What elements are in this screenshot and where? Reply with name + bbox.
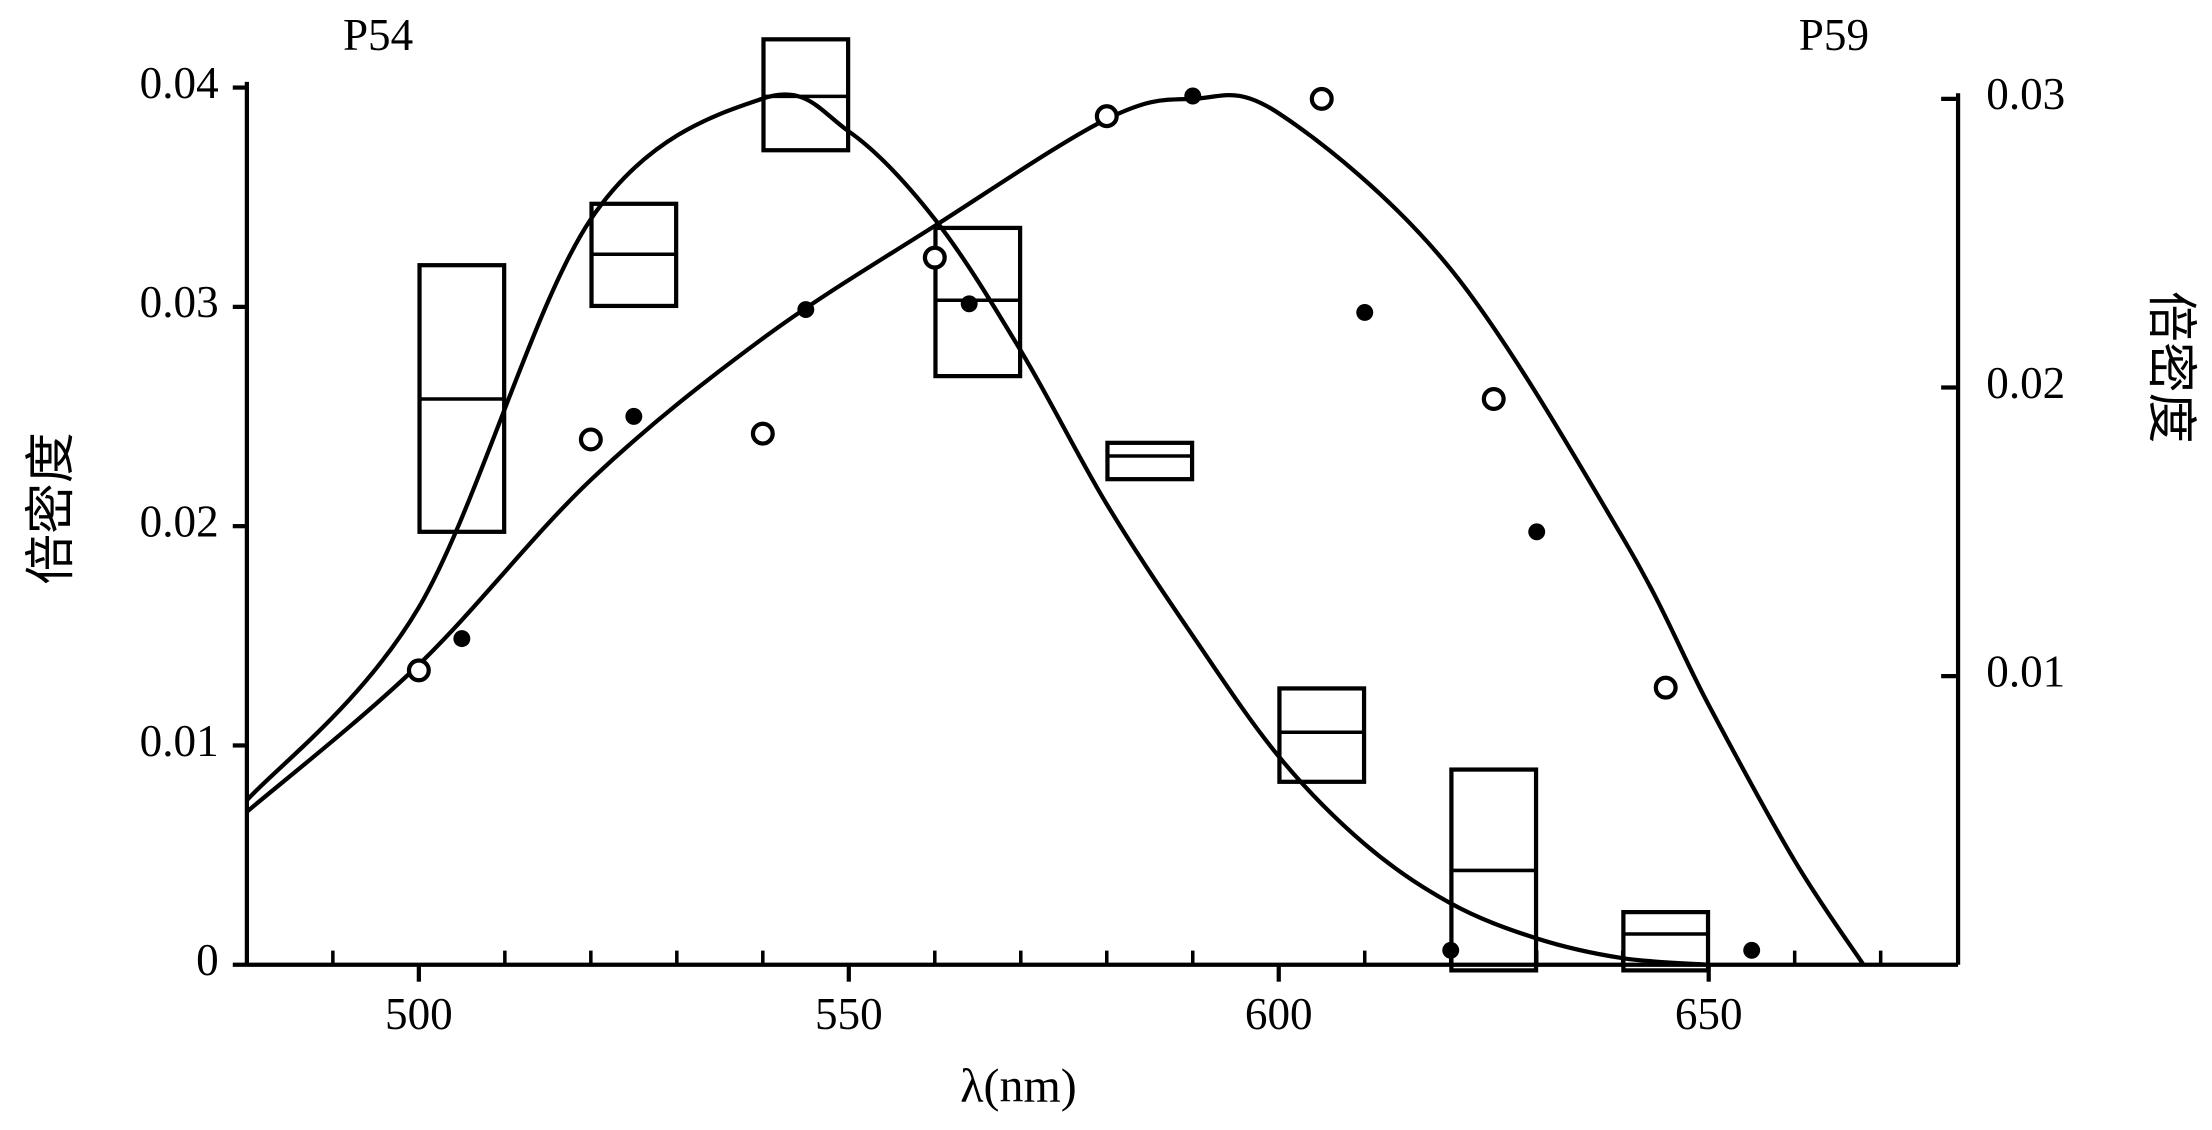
box [1105,440,1195,482]
x-tick-label: 500 [385,989,453,1039]
filled-point [960,295,978,313]
x-tick-label: 600 [1245,989,1313,1039]
open-point [406,658,431,683]
y-tick-label: 0.03 [140,277,219,327]
open-point [1094,104,1119,129]
box [1277,686,1367,784]
y-axis-label: 倍密度 [23,432,79,585]
x-axis-label: λ(nm) [960,1059,1076,1112]
open-point [1653,675,1678,700]
left-series-label: P54 [343,10,413,60]
x-tick-label: 550 [815,989,883,1039]
y-tick-label: 0 [196,935,219,985]
x-tick-label: 650 [1675,989,1743,1039]
open-point [922,245,947,270]
filled-point [1528,523,1546,541]
right-series-label: P59 [1799,10,1869,60]
open-point [1309,86,1334,111]
y-tick-label: 0.04 [140,58,219,108]
open-point [1481,387,1506,412]
y-tick-label: 0.01 [140,716,219,766]
filled-point [797,301,815,319]
box [1621,909,1711,973]
filled-point [625,407,643,425]
curve [245,92,1709,967]
y-tick-label: 0.02 [140,496,219,546]
filled-point [1442,941,1460,959]
y2-tick-label: 0.03 [1986,69,2065,119]
y2-tick-label: 0.01 [1986,646,2065,696]
filled-point [453,630,471,648]
y2-tick-label: 0.02 [1986,358,2065,408]
filled-point [1743,941,1761,959]
open-point [750,421,775,446]
y2-axis-label: 倍密度 [2143,291,2199,444]
filled-point [1184,87,1202,105]
filled-point [1356,303,1374,321]
open-point [578,427,603,452]
